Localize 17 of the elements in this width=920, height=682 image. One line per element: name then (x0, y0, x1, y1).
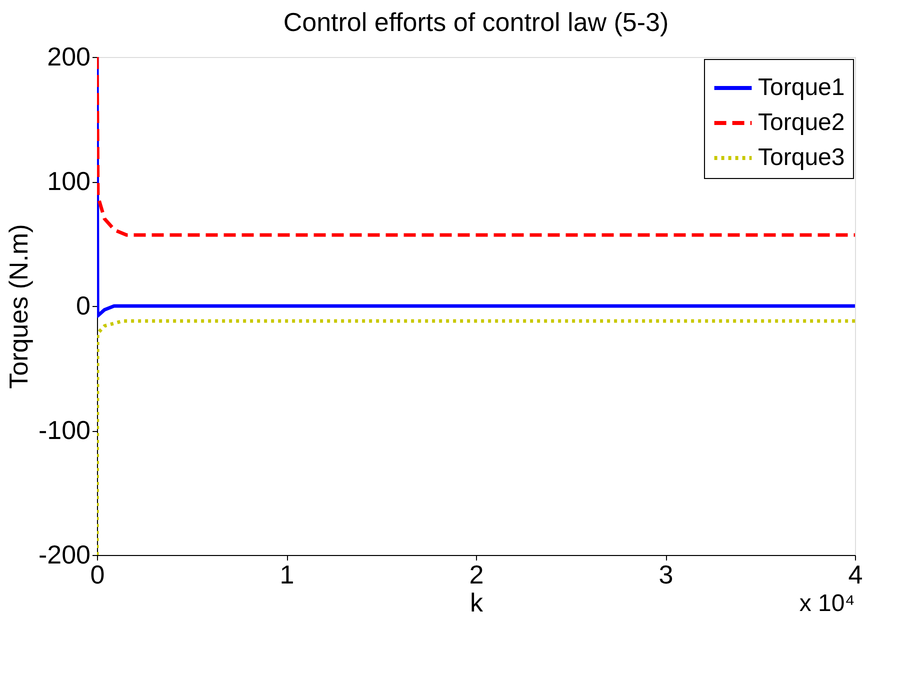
legend-label: Torque2 (758, 109, 845, 136)
x-tick-label: 3 (658, 560, 674, 590)
text: x 10⁴ (799, 590, 855, 617)
x-tick-label: 1 (280, 560, 294, 590)
chart-title: Control efforts of control law (5-3) (283, 7, 669, 37)
y-tick-label: 200 (47, 42, 90, 72)
y-tick-label: -200 (38, 540, 90, 570)
x-axis-title: k (470, 588, 484, 618)
x-tick-label: 4 (848, 560, 863, 590)
x-tick-label: 2 (469, 560, 484, 590)
legend-label: Torque1 (758, 74, 845, 101)
y-tick-label: 0 (76, 290, 90, 320)
y-axis-title: Torques (N.m) (3, 224, 34, 389)
legend-label: Torque3 (758, 144, 845, 171)
y-tick-label: 100 (47, 166, 90, 196)
y-tick-label: -100 (38, 415, 90, 445)
line-series (97, 57, 855, 237)
